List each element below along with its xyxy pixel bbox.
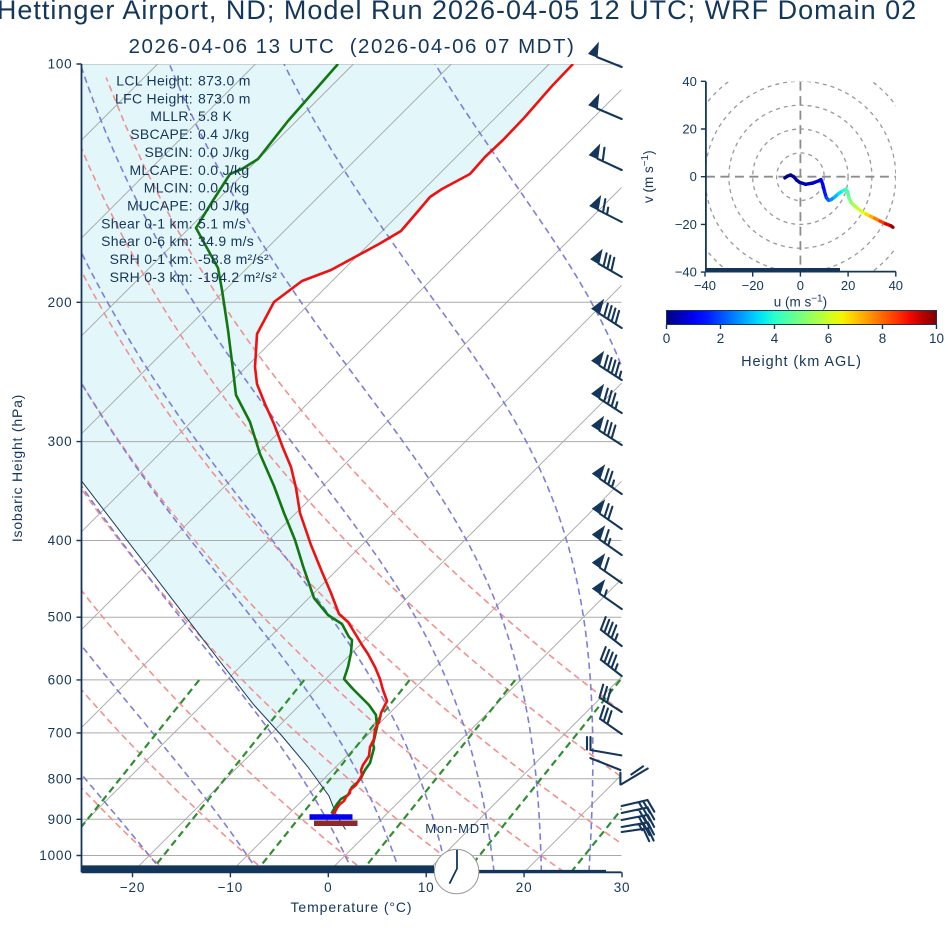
svg-text:40: 40 bbox=[889, 278, 903, 293]
svg-text:0: 0 bbox=[797, 278, 804, 293]
svg-text:−40: −40 bbox=[675, 265, 697, 280]
svg-text:Shear 0-1 km:: Shear 0-1 km: bbox=[101, 215, 193, 231]
svg-text:SRH 0-1 km:: SRH 0-1 km: bbox=[110, 251, 193, 267]
svg-text:SRH 0-3 km:: SRH 0-3 km: bbox=[110, 269, 193, 285]
svg-text:SBCAPE:: SBCAPE: bbox=[130, 126, 193, 142]
svg-text:900: 900 bbox=[48, 812, 73, 827]
svg-text:0: 0 bbox=[663, 331, 671, 346]
svg-text:600: 600 bbox=[48, 672, 73, 687]
svg-text:873.0 m: 873.0 m bbox=[198, 90, 251, 106]
svg-text:0.0 J/kg: 0.0 J/kg bbox=[198, 162, 249, 178]
svg-text:6: 6 bbox=[825, 331, 833, 346]
svg-text:LCL Height:: LCL Height: bbox=[116, 73, 193, 89]
svg-text:20: 20 bbox=[516, 880, 533, 895]
svg-text:5.1 m/s: 5.1 m/s bbox=[198, 215, 246, 231]
svg-text:20: 20 bbox=[682, 122, 696, 137]
svg-text:Isobaric Height (hPa): Isobaric Height (hPa) bbox=[9, 394, 25, 542]
svg-text:20: 20 bbox=[841, 278, 855, 293]
svg-text:Height (km AGL): Height (km AGL) bbox=[741, 354, 862, 370]
svg-text:40: 40 bbox=[682, 74, 696, 89]
svg-text:500: 500 bbox=[48, 610, 73, 625]
svg-text:−20: −20 bbox=[120, 880, 145, 895]
svg-text:34.9 m/s: 34.9 m/s bbox=[198, 233, 254, 249]
svg-text:8: 8 bbox=[879, 331, 887, 346]
svg-text:800: 800 bbox=[48, 771, 73, 786]
svg-text:-58.8 m²/s²: -58.8 m²/s² bbox=[198, 251, 269, 267]
svg-text:400: 400 bbox=[48, 533, 73, 548]
svg-text:1000: 1000 bbox=[39, 848, 72, 863]
svg-text:5.8 K: 5.8 K bbox=[198, 108, 233, 124]
svg-text:0.0 J/kg: 0.0 J/kg bbox=[198, 144, 249, 160]
svg-text:MLCAPE:: MLCAPE: bbox=[129, 162, 193, 178]
svg-text:873.0 m: 873.0 m bbox=[198, 73, 251, 89]
svg-text:0.4 J/kg: 0.4 J/kg bbox=[198, 126, 249, 142]
svg-text:SBCIN:: SBCIN: bbox=[145, 144, 193, 160]
svg-text:−10: −10 bbox=[218, 880, 243, 895]
svg-text:300: 300 bbox=[48, 434, 73, 449]
svg-text:0.0 J/kg: 0.0 J/kg bbox=[198, 198, 249, 214]
svg-text:Shear 0-6 km:: Shear 0-6 km: bbox=[101, 233, 193, 249]
svg-text:-194.2 m²/s²: -194.2 m²/s² bbox=[198, 269, 277, 285]
svg-text:Hettinger Airport, ND; Model R: Hettinger Airport, ND; Model Run 2026-04… bbox=[0, 0, 917, 25]
svg-text:−20: −20 bbox=[742, 278, 764, 293]
svg-text:−20: −20 bbox=[675, 217, 697, 232]
svg-text:0.0 J/kg: 0.0 J/kg bbox=[198, 180, 249, 196]
svg-text:100: 100 bbox=[48, 57, 73, 72]
svg-text:700: 700 bbox=[48, 725, 73, 740]
svg-text:2: 2 bbox=[717, 331, 725, 346]
svg-text:10: 10 bbox=[929, 331, 944, 346]
svg-text:2026-04-06 13 UTC (2026-04-06: 2026-04-06 13 UTC (2026-04-06 07 MDT) bbox=[129, 35, 576, 58]
svg-text:30: 30 bbox=[614, 880, 631, 895]
svg-text:200: 200 bbox=[48, 295, 73, 310]
svg-text:Mon-MDT: Mon-MDT bbox=[425, 821, 488, 836]
svg-text:0: 0 bbox=[690, 169, 697, 184]
svg-text:10: 10 bbox=[418, 880, 435, 895]
svg-text:4: 4 bbox=[771, 331, 779, 346]
svg-text:MLLR:: MLLR: bbox=[150, 108, 193, 124]
svg-text:LFC Height:: LFC Height: bbox=[115, 90, 193, 106]
svg-text:Temperature (°C): Temperature (°C) bbox=[291, 899, 413, 915]
svg-text:0: 0 bbox=[324, 880, 332, 895]
svg-text:MUCAPE:: MUCAPE: bbox=[127, 198, 193, 214]
svg-text:−40: −40 bbox=[694, 278, 716, 293]
svg-text:MLCIN:: MLCIN: bbox=[144, 180, 193, 196]
